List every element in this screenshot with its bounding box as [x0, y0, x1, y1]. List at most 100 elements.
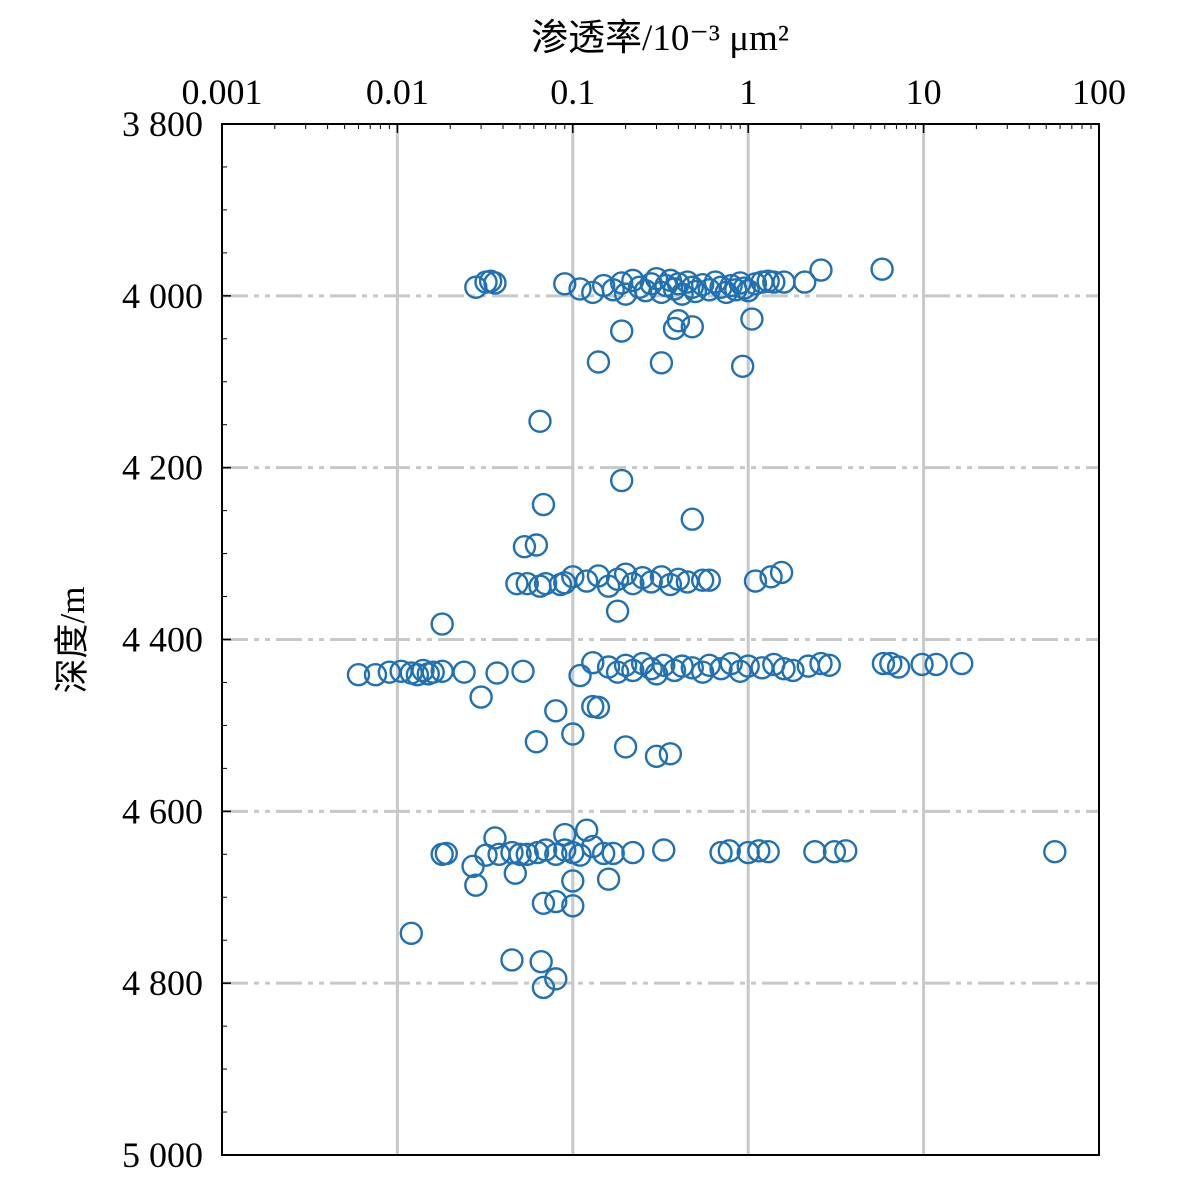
data-point — [561, 894, 585, 918]
data-point — [690, 272, 715, 297]
data-point — [363, 663, 388, 687]
data-point — [834, 839, 858, 863]
data-point — [524, 533, 549, 557]
data-point — [817, 653, 842, 677]
data-point — [609, 319, 634, 343]
y-tick-labels: 3 800 4 000 4 200 4 400 4 600 4 800 5 000 — [122, 104, 203, 1175]
data-point — [503, 861, 527, 885]
data-point — [529, 949, 553, 974]
data-point — [609, 271, 634, 295]
data-point — [405, 663, 430, 687]
data-point — [515, 842, 539, 866]
data-point — [666, 567, 691, 592]
data-point — [871, 651, 896, 676]
data-point — [533, 838, 558, 862]
data-point — [596, 867, 621, 891]
data-point — [649, 351, 674, 375]
data-point — [561, 869, 585, 893]
data-point — [639, 657, 663, 681]
data-point — [553, 272, 577, 296]
data-point — [591, 841, 616, 866]
data-point — [697, 278, 721, 302]
x-tick-label: 100 — [1072, 72, 1126, 112]
data-point — [346, 663, 371, 687]
data-point — [680, 275, 704, 299]
data-point — [670, 654, 694, 678]
data-point — [544, 699, 568, 723]
data-point — [1043, 840, 1067, 864]
data-point — [485, 661, 509, 685]
data-point — [464, 873, 488, 897]
data-point — [561, 565, 585, 589]
data-point — [568, 663, 592, 688]
data-point — [512, 535, 537, 559]
data-point — [586, 695, 611, 720]
data-point — [528, 409, 552, 433]
data-point — [756, 840, 780, 864]
data-point — [399, 921, 423, 946]
data-point — [680, 656, 704, 680]
data-point — [434, 841, 458, 866]
data-point — [809, 651, 833, 676]
data-point — [740, 307, 764, 331]
data-point — [586, 350, 611, 374]
data-point — [680, 315, 704, 339]
data-point — [652, 653, 676, 677]
data-point — [574, 569, 599, 593]
data-point — [561, 722, 585, 746]
y-tick-label: 4 600 — [122, 791, 203, 831]
data-point — [524, 730, 549, 754]
data-point — [690, 660, 715, 684]
data-point — [690, 568, 715, 592]
data-point — [644, 662, 669, 686]
data-point — [531, 975, 556, 1000]
data-point — [717, 839, 741, 863]
data-point — [568, 277, 592, 301]
data-point — [924, 652, 948, 677]
data-point — [652, 838, 676, 862]
x-axis-title: 渗透率/10⁻³ μm² — [531, 17, 789, 59]
data-point — [644, 744, 669, 769]
data-point — [803, 840, 827, 864]
data-point — [658, 742, 683, 766]
data-point — [680, 507, 704, 531]
data-point — [719, 273, 743, 298]
data-point — [613, 735, 638, 759]
data-point — [697, 568, 721, 592]
data-point — [500, 948, 524, 972]
y-tick-label: 4 400 — [122, 620, 203, 660]
data-point — [469, 685, 493, 709]
data-point — [601, 278, 625, 302]
x-tick-labels: 0.001 0.01 0.1 1 10 100 — [182, 72, 1127, 112]
data-point — [772, 657, 796, 681]
data-point — [709, 840, 733, 865]
data-point — [452, 660, 476, 684]
tick-marks — [221, 123, 1100, 1156]
x-tick-label: 0.1 — [550, 72, 595, 112]
data-point — [515, 571, 539, 596]
data-point — [568, 843, 592, 867]
data-points — [346, 257, 1067, 1000]
data-point — [601, 841, 625, 866]
data-point — [609, 468, 634, 493]
data-point — [478, 269, 503, 293]
data-point — [950, 651, 974, 676]
data-point — [544, 967, 568, 991]
data-point — [505, 571, 529, 596]
data-point — [809, 258, 833, 282]
data-point — [747, 839, 771, 863]
data-point — [581, 650, 605, 675]
data-point — [736, 278, 760, 303]
x-tick-label: 0.01 — [366, 72, 429, 112]
data-point — [910, 652, 934, 677]
data-point — [762, 270, 786, 294]
data-point — [793, 270, 817, 294]
data-point — [822, 840, 847, 864]
data-point — [411, 658, 435, 683]
data-point — [769, 560, 794, 585]
data-point — [430, 612, 454, 636]
data-point — [781, 658, 805, 683]
data-point — [574, 818, 599, 842]
data-point — [730, 354, 755, 378]
